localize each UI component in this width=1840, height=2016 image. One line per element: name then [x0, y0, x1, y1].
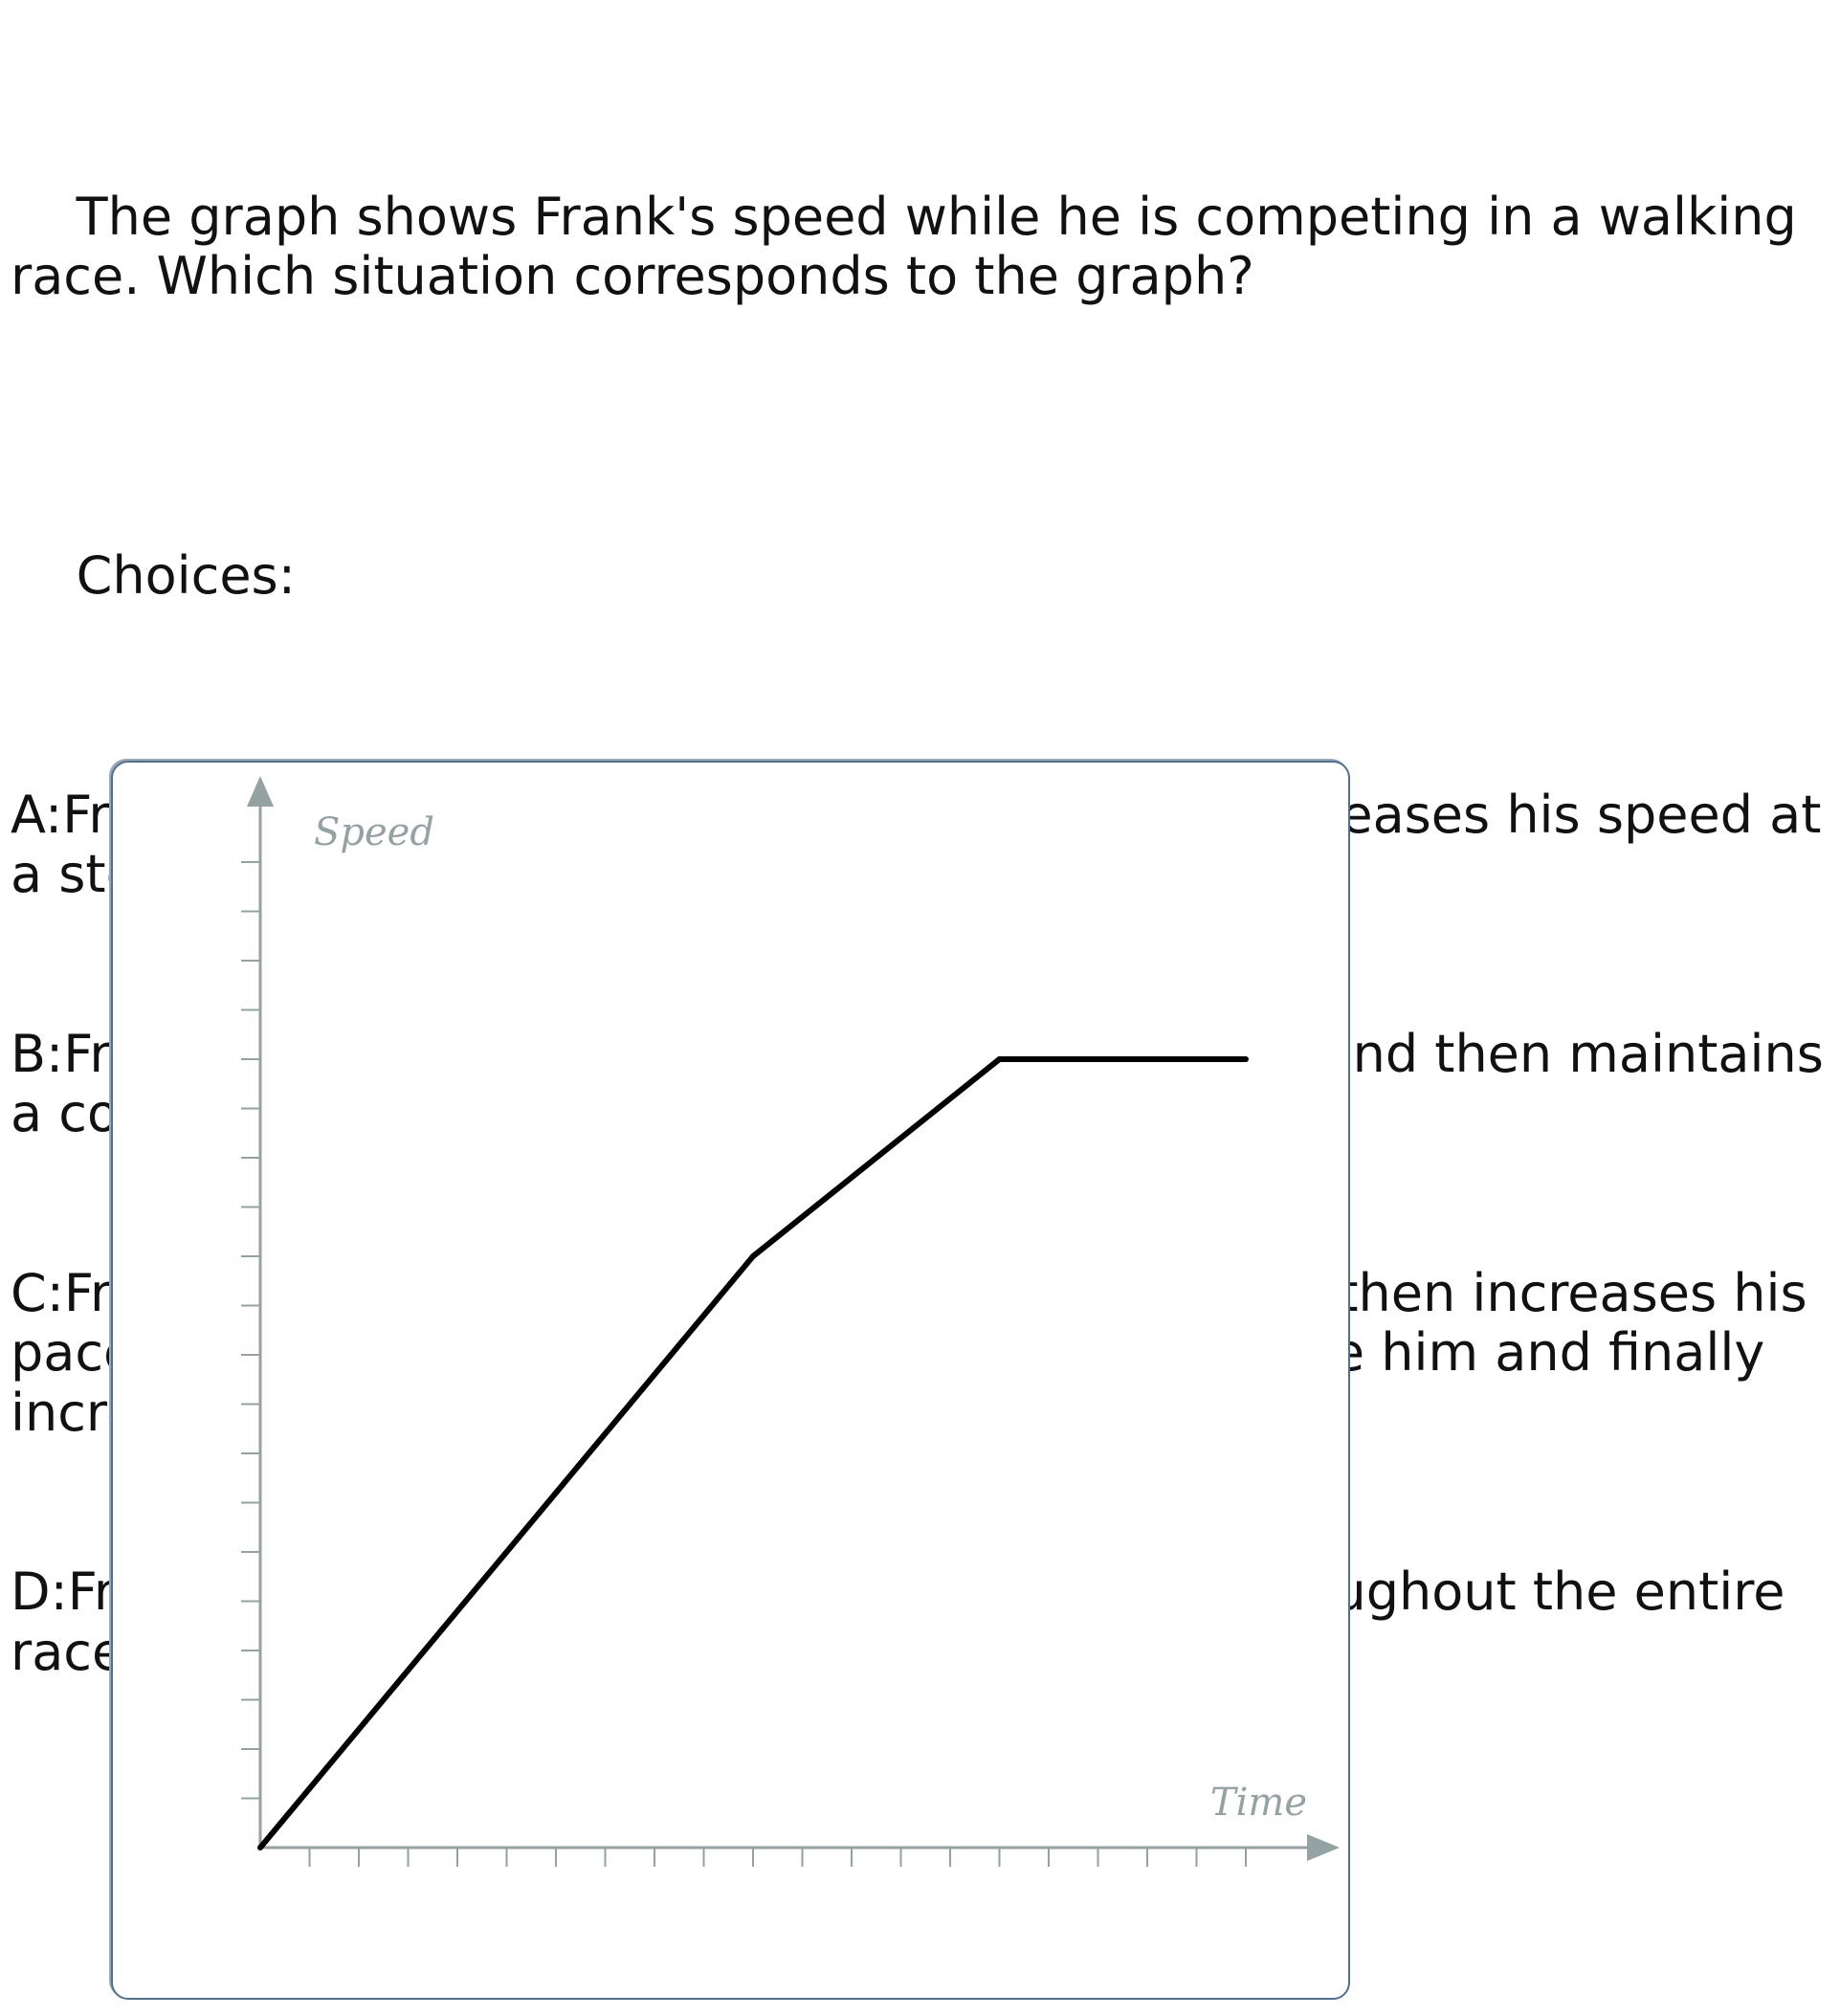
- y-axis-ticks: [241, 861, 260, 1800]
- series-layer: [257, 1056, 1249, 1850]
- x-axis-arrowhead: [1307, 1834, 1340, 1861]
- series-point: [257, 1845, 263, 1850]
- y-axis-arrowhead: [247, 776, 274, 807]
- question-prompt: The graph shows Frank's speed while he i…: [11, 186, 1813, 306]
- speed-time-chart: Speed Time: [241, 776, 1340, 1867]
- chart-frame: Speed Time: [111, 761, 1350, 2000]
- x-axis-ticks: [308, 1848, 1247, 1867]
- choices-heading: Choices:: [76, 544, 296, 606]
- choice-a-letter: A: [11, 784, 45, 845]
- series-point: [1243, 1056, 1249, 1062]
- choice-d-letter: D: [11, 1562, 51, 1622]
- choice-b-letter: B: [11, 1023, 47, 1084]
- series-point: [996, 1056, 1003, 1062]
- x-axis-label: Time: [1210, 1781, 1307, 1825]
- series-point: [750, 1253, 756, 1259]
- y-axis-label: Speed: [314, 810, 434, 854]
- choice-c-letter: C: [11, 1262, 47, 1323]
- series-line-1: [257, 1056, 1246, 1850]
